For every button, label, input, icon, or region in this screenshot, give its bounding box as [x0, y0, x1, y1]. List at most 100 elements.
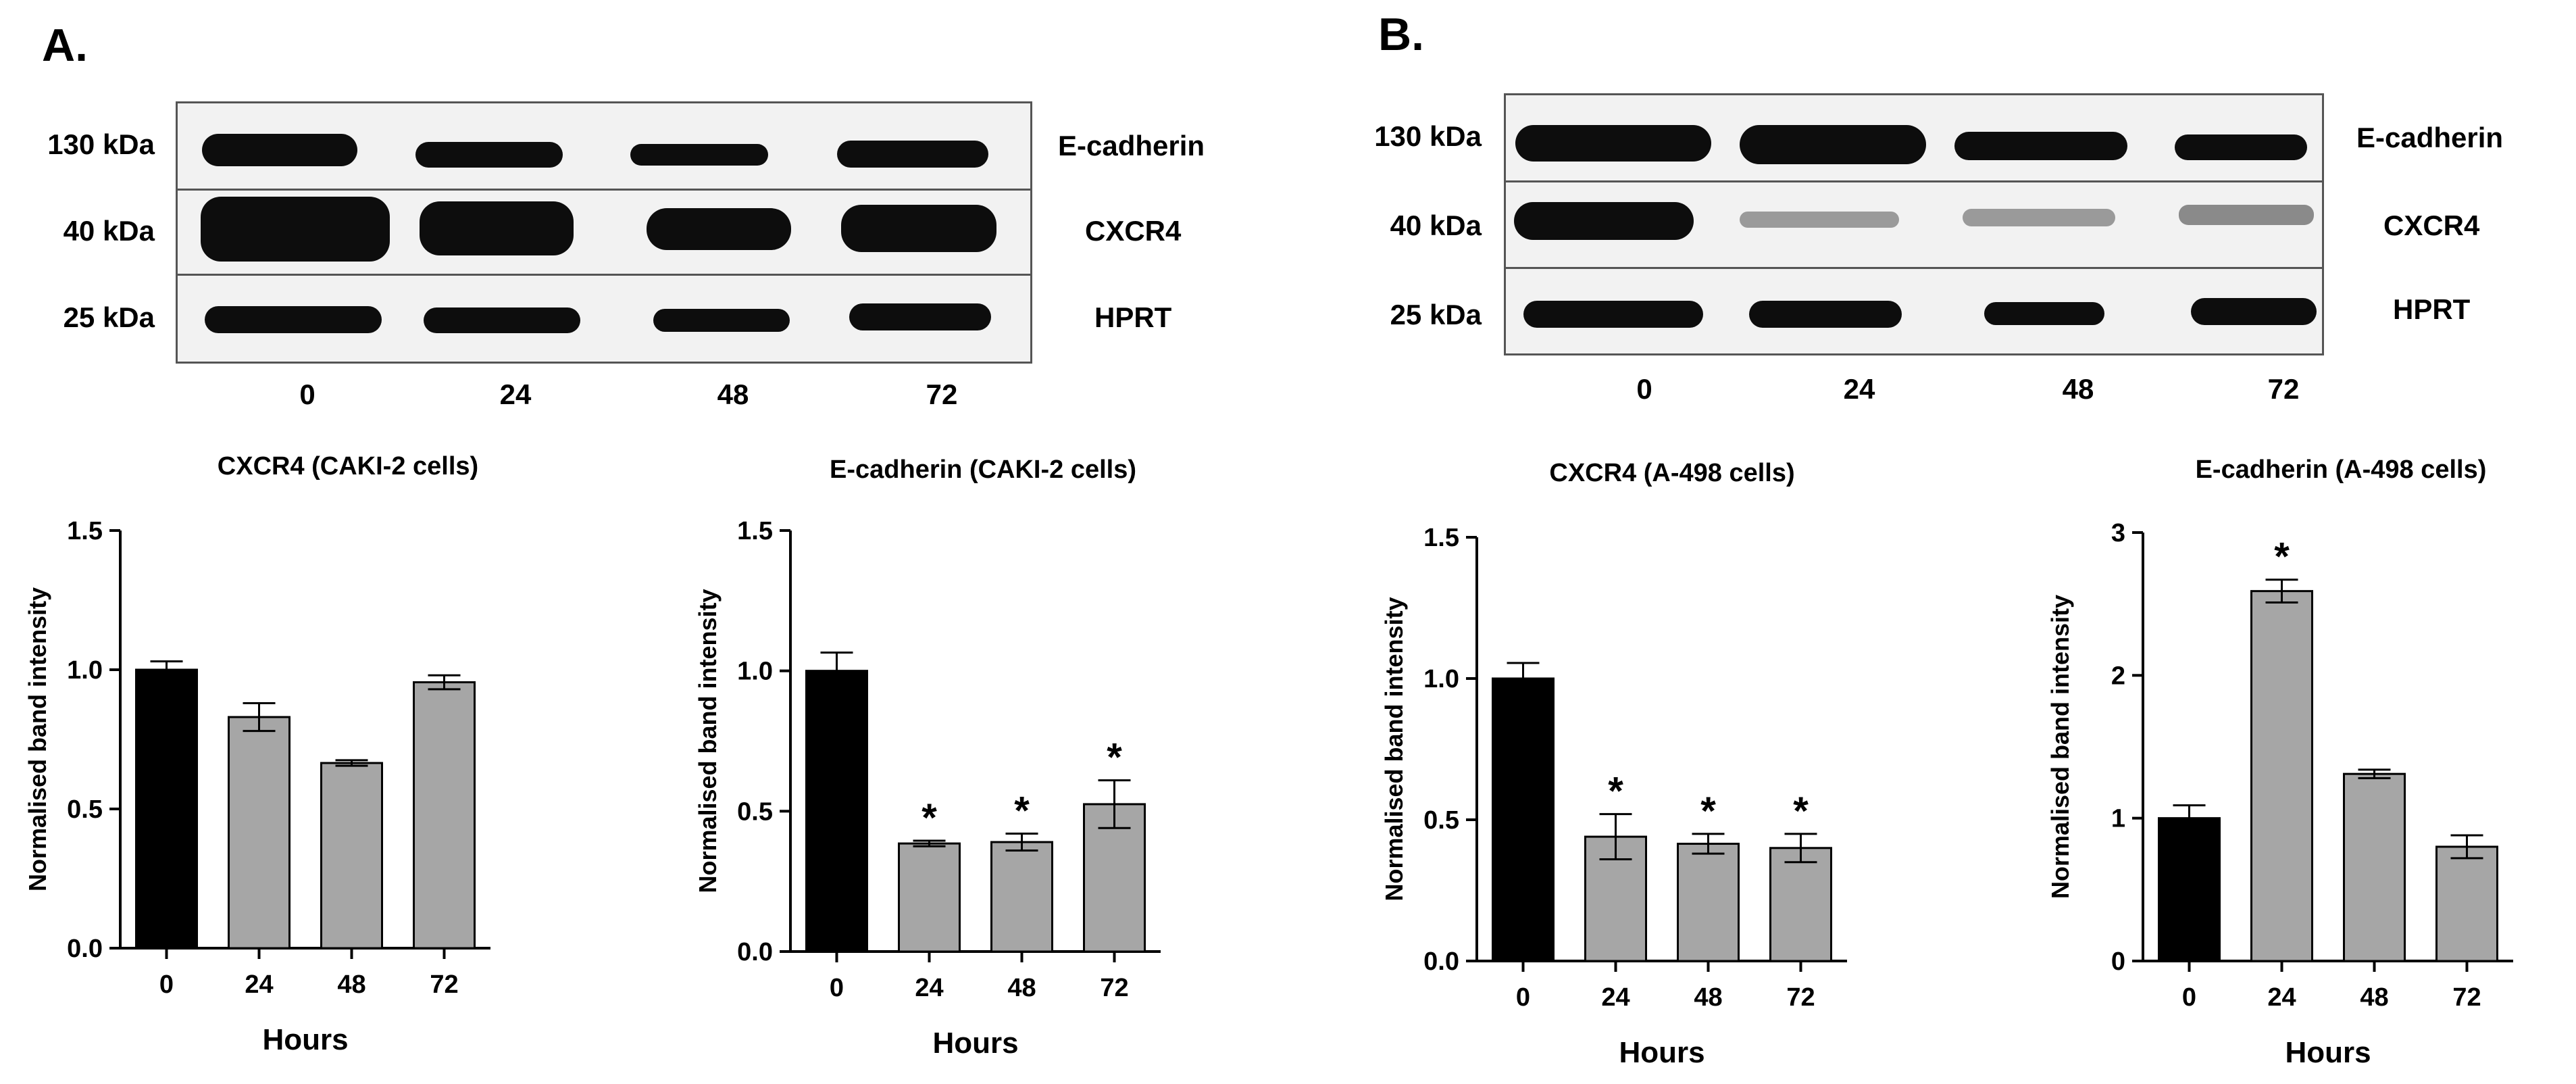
blot-a-band-cxcr4-72	[841, 205, 996, 252]
x-tick-label: 0	[1516, 983, 1530, 1012]
bar-24	[898, 842, 961, 953]
chart-0: CXCR4 (CAKI-2 cells) 0.0 0.5 1.0 1.5 Normalis…	[24, 452, 490, 1056]
blot-a-band-ecad-24	[415, 142, 563, 168]
x-tick-label: 48	[1694, 983, 1722, 1012]
x-tick-label: 24	[245, 970, 273, 999]
x-tick-label: 24	[1601, 983, 1630, 1012]
y-tick-label: 0.5	[67, 795, 103, 824]
chart-3: E-cadherin (A-498 cells) 0 1 2 3 Normalised b…	[2046, 455, 2513, 1069]
blot-b-band-cxcr4-72	[2179, 205, 2314, 225]
blot-b-lane-48: 48	[2062, 373, 2094, 405]
x-tick-label: 72	[430, 970, 458, 999]
blot-b-lane-72: 72	[2267, 373, 2300, 405]
x-tick-label: 24	[915, 974, 943, 1002]
blot-b-lane-24: 24	[1843, 373, 1875, 405]
x-tick-label: 72	[1100, 974, 1128, 1002]
chart-1: E-cadherin (CAKI-2 cells) 0.0 0.5 1.0 1.5 Nor…	[694, 455, 1161, 1060]
blot-a-band-ecad-72	[837, 141, 988, 168]
panel-a-letter: A.	[42, 20, 88, 71]
blot-b-band-hprt-24	[1749, 301, 1902, 328]
y-tick-label: 1.5	[1423, 524, 1459, 552]
blot-a-lane-72: 72	[926, 378, 958, 410]
y-tick-label: 1.5	[67, 517, 103, 545]
blot-b-band-cxcr4-24	[1740, 212, 1899, 228]
blot-b-band-cxcr4-48	[1963, 209, 2115, 226]
y-axis-label: Normalised band intensity	[2046, 595, 2074, 899]
bar-48	[990, 841, 1053, 953]
blot-a-lane-48: 48	[717, 378, 749, 410]
y-tick-label: 1.5	[737, 517, 773, 545]
x-axis-label: Hours	[1619, 1036, 1704, 1069]
bar-0	[805, 670, 868, 953]
western-blot-b	[1504, 93, 2324, 355]
blot-b-lane-0: 0	[1636, 373, 1652, 405]
y-axis-label: Normalised band intensity	[24, 587, 51, 891]
significance-marker: *	[1014, 789, 1030, 833]
blot-a-band-cxcr4-48	[647, 208, 791, 250]
chart-title: E-cadherin (A-498 cells)	[2196, 455, 2487, 484]
panel-b-letter: B.	[1378, 9, 1424, 60]
blot-b-band-ecad-48	[1954, 132, 2127, 160]
significance-marker: *	[1793, 789, 1809, 833]
blot-a-band-cxcr4-24	[420, 201, 574, 255]
y-tick-label: 0.5	[737, 797, 773, 826]
bar-48	[320, 762, 383, 950]
blot-b-band-hprt-0	[1523, 301, 1703, 328]
bar-48	[2343, 772, 2406, 962]
blot-a-band-ecad-0	[202, 134, 357, 166]
blot-b-band-ecad-0	[1515, 125, 1711, 162]
y-tick-label: 0.0	[1423, 947, 1459, 976]
bar-72	[2435, 845, 2498, 962]
blot-b-band-hprt-48	[1984, 302, 2104, 325]
chart-title: CXCR4 (CAKI-2 cells)	[218, 452, 478, 481]
bar-24	[228, 716, 291, 950]
y-tick-label: 1.0	[737, 658, 773, 686]
y-axis-label: Normalised band intensity	[1380, 597, 1408, 901]
y-axis-label: Normalised band intensity	[694, 589, 722, 893]
y-tick-label: 2	[2111, 662, 2125, 690]
x-axis-label: Hours	[932, 1027, 1018, 1060]
x-axis-label: Hours	[2285, 1036, 2371, 1069]
bar-0	[1492, 677, 1555, 962]
significance-marker: *	[1608, 770, 1623, 814]
blot-a-kda-25: 25 kDa	[63, 301, 155, 333]
blot-a-band-ecad-48	[630, 144, 768, 166]
blot-b-band-ecad-72	[2175, 134, 2307, 160]
x-tick-label: 0	[2182, 983, 2196, 1012]
blot-b-kda-40: 40 kDa	[1390, 210, 1482, 241]
western-blot-a	[176, 101, 1032, 364]
blot-b-label-hprt: HPRT	[2393, 293, 2471, 325]
bar-72	[413, 681, 476, 950]
blot-a-label-cxcr4: CXCR4	[1085, 215, 1182, 247]
y-tick-label: 0.0	[737, 938, 773, 966]
bar-72	[1769, 847, 1832, 962]
x-tick-label: 0	[830, 974, 844, 1002]
y-tick-label: 0	[2111, 947, 2125, 976]
x-tick-label: 72	[1786, 983, 1815, 1012]
blot-a-lane-0: 0	[299, 378, 315, 410]
blot-b-band-ecad-24	[1740, 125, 1926, 164]
significance-marker: *	[1700, 789, 1716, 833]
blot-b-kda-25: 25 kDa	[1390, 299, 1482, 330]
blot-a-band-hprt-24	[424, 307, 580, 333]
y-tick-label: 0.5	[1423, 806, 1459, 835]
y-tick-label: 1.0	[67, 656, 103, 685]
significance-marker: *	[921, 796, 937, 840]
x-tick-label: 48	[2360, 983, 2388, 1012]
blot-b-kda-130: 130 kDa	[1374, 120, 1482, 152]
y-tick-label: 0.0	[67, 935, 103, 963]
blot-a-band-hprt-48	[653, 309, 790, 332]
chart-title: CXCR4 (A-498 cells)	[1549, 459, 1794, 487]
blot-b-label-ecadherin: E-cadherin	[2356, 122, 2504, 153]
y-tick-label: 1.0	[1423, 665, 1459, 693]
blot-b-label-cxcr4: CXCR4	[2383, 210, 2480, 241]
x-tick-label: 72	[2452, 983, 2481, 1012]
x-tick-label: 48	[337, 970, 365, 999]
blot-a-label-hprt: HPRT	[1094, 301, 1172, 333]
x-tick-label: 24	[2267, 983, 2296, 1012]
blot-a-band-cxcr4-0	[201, 197, 390, 262]
blot-a-label-ecadherin: E-cadherin	[1058, 130, 1205, 162]
y-tick-label: 1	[2111, 805, 2125, 833]
x-tick-label: 0	[159, 970, 174, 999]
